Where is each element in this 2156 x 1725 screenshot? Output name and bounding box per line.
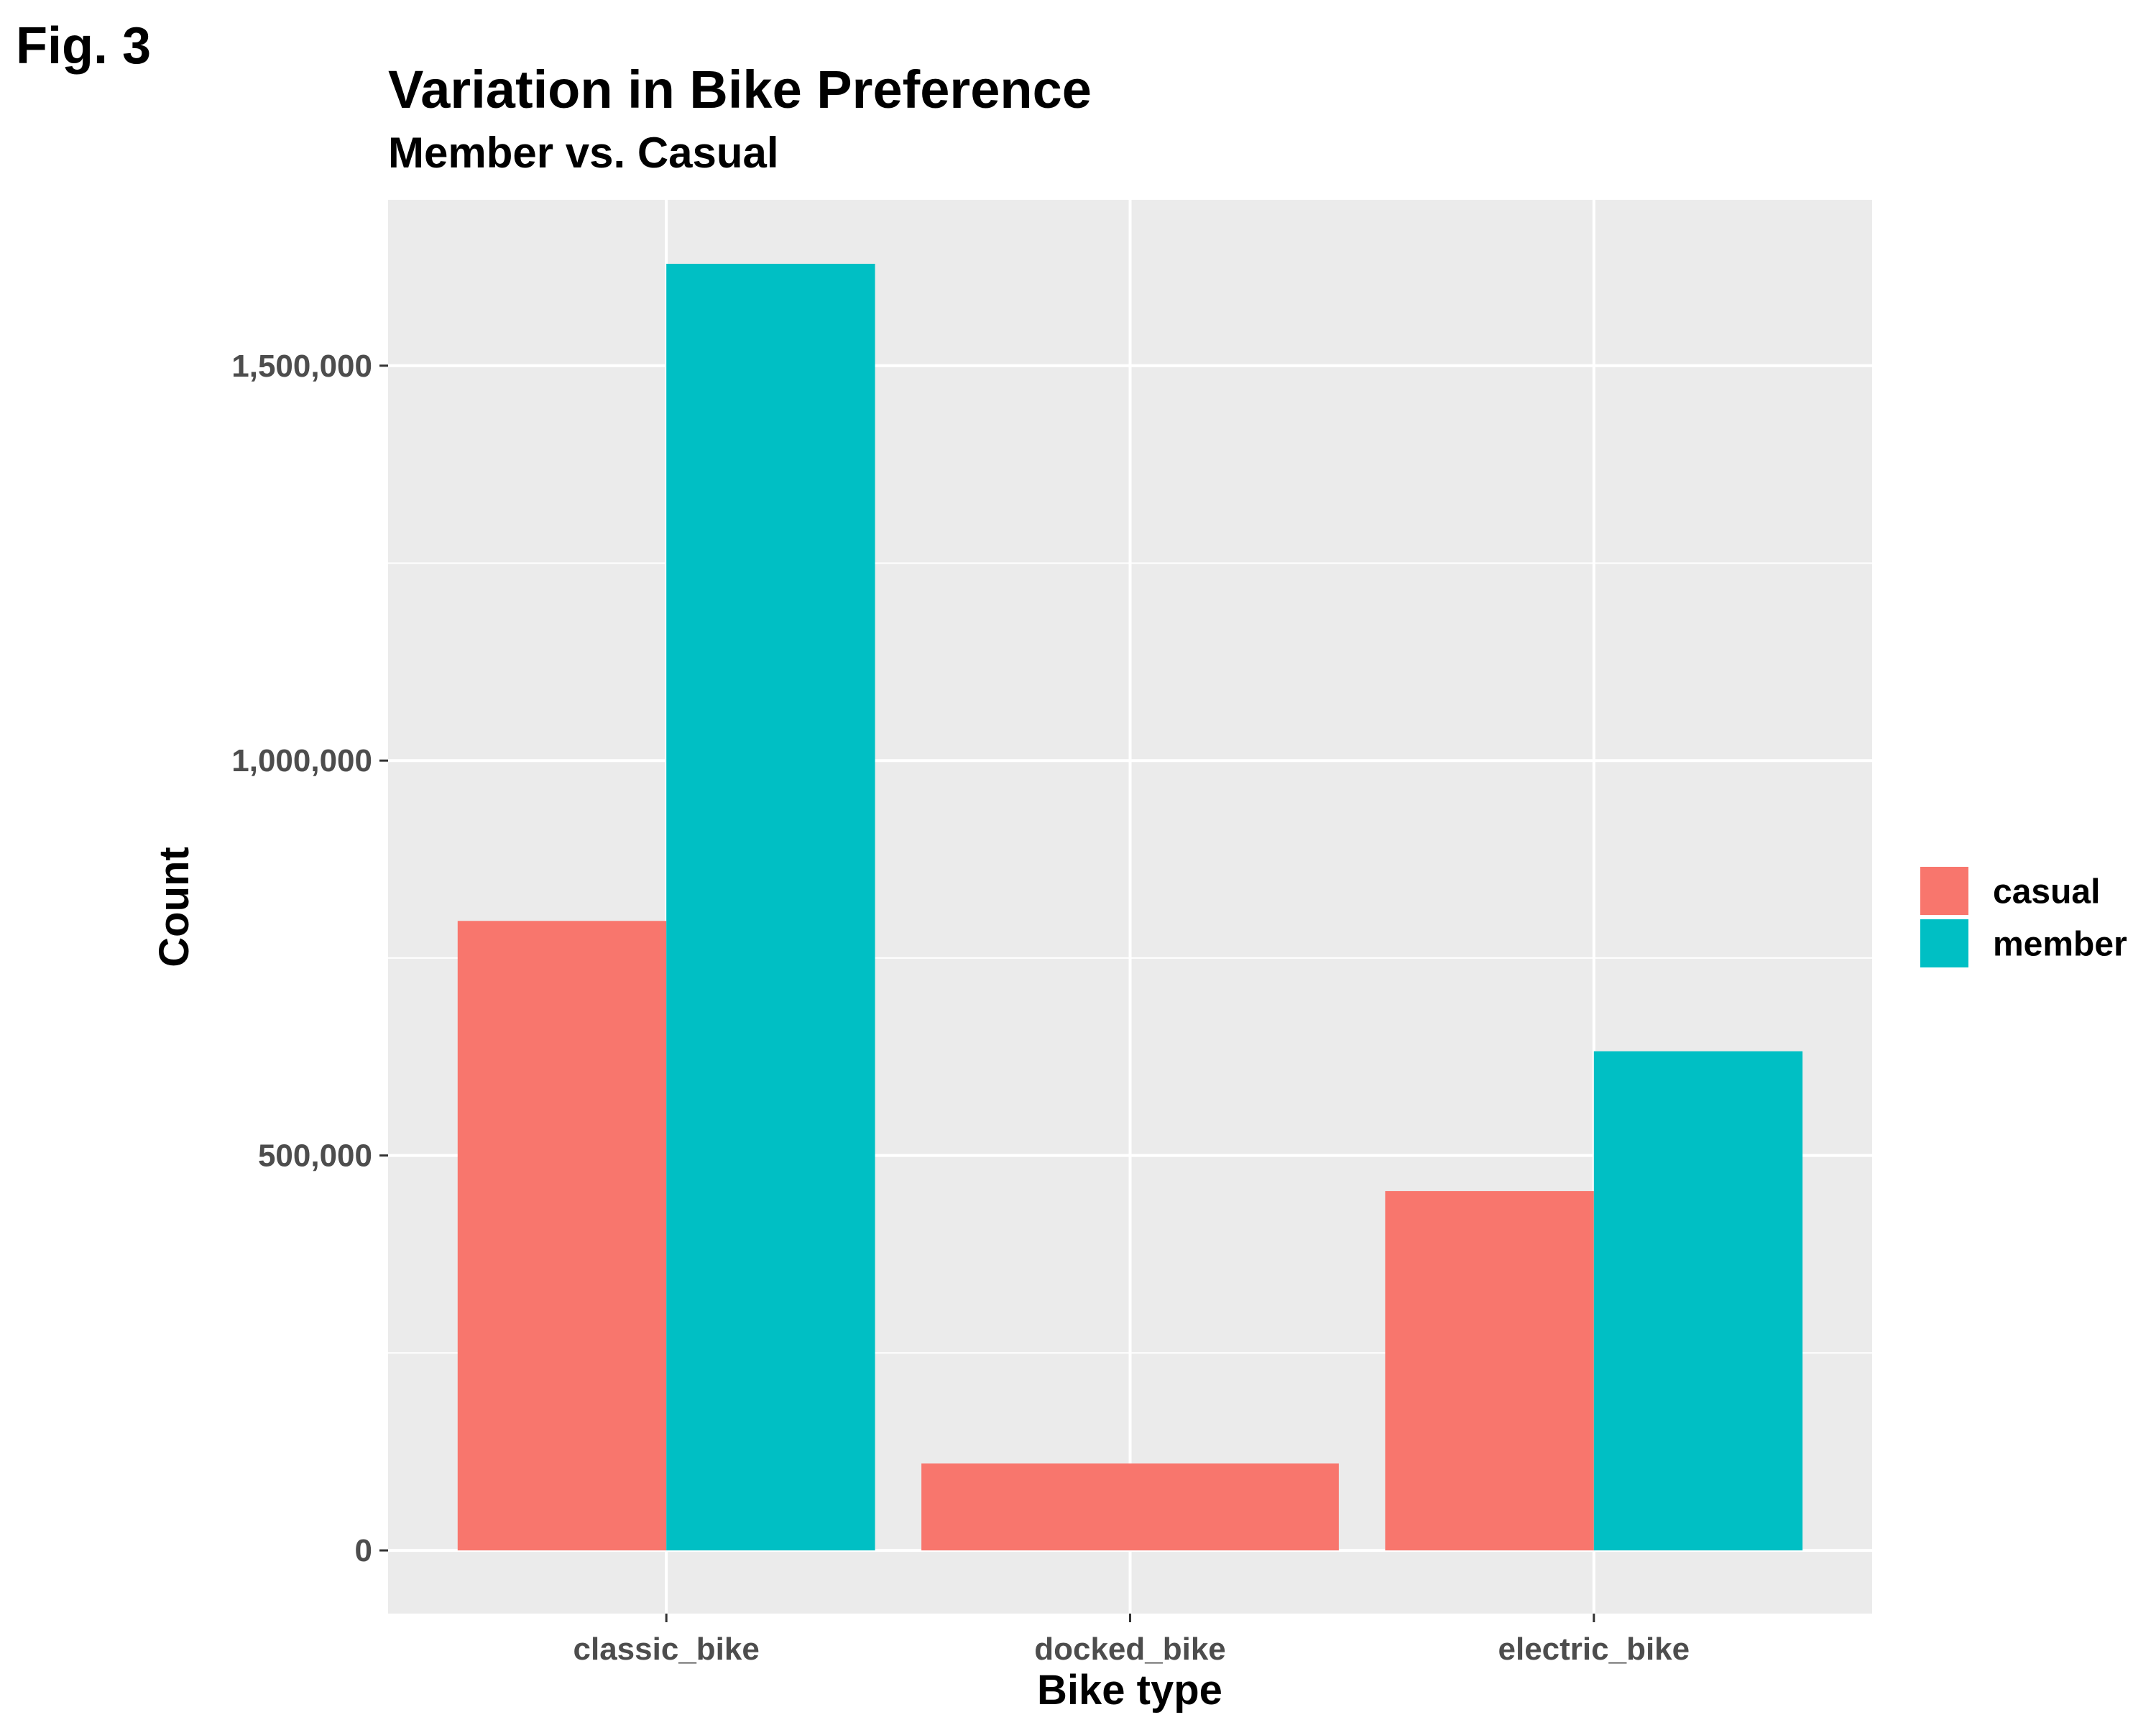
figure-label: Fig. 3 bbox=[16, 17, 151, 75]
y-tick-label: 500,000 bbox=[258, 1138, 372, 1174]
x-tick-label: electric_bike bbox=[1498, 1632, 1690, 1667]
legend: casual member bbox=[1920, 867, 2127, 967]
bar-member-electric_bike bbox=[1593, 1051, 1803, 1551]
legend-label-member: member bbox=[1993, 926, 2127, 964]
chart-title: Variation in Bike Preference bbox=[388, 60, 1092, 119]
bars bbox=[457, 264, 1803, 1551]
y-axis: 0 500,000 1,000,000 1,500,000 bbox=[231, 349, 388, 1568]
x-axis-title: Bike type bbox=[1037, 1667, 1222, 1714]
y-tick-label: 1,000,000 bbox=[231, 743, 372, 778]
y-axis-title: Count bbox=[151, 847, 198, 967]
bar-casual-electric_bike bbox=[1385, 1191, 1594, 1551]
x-tick-label: docked_bike bbox=[1034, 1632, 1226, 1667]
y-tick-label: 0 bbox=[355, 1533, 372, 1568]
legend-key-casual bbox=[1920, 867, 1968, 915]
chart-subtitle: Member vs. Casual bbox=[388, 129, 779, 177]
y-tick-label: 1,500,000 bbox=[231, 349, 372, 384]
bar-casual-classic_bike bbox=[457, 921, 667, 1551]
x-tick-label: classic_bike bbox=[573, 1632, 760, 1667]
bar-member-classic_bike bbox=[666, 264, 875, 1551]
bar-casual-docked_bike bbox=[921, 1463, 1339, 1551]
legend-label-casual: casual bbox=[1993, 873, 2100, 911]
legend-key-member bbox=[1920, 919, 1968, 967]
x-axis: classic_bike docked_bike electric_bike bbox=[573, 1614, 1690, 1667]
